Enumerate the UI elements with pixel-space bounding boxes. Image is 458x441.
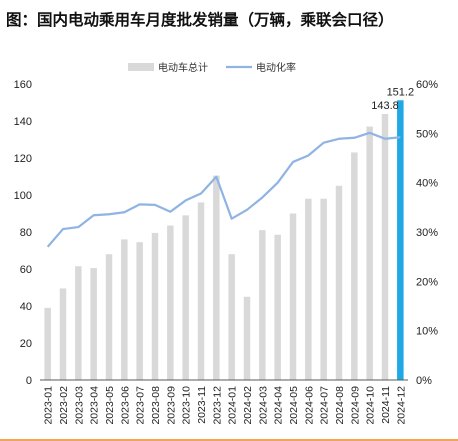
x-tick-label: 2024-01 bbox=[227, 386, 239, 425]
y-right-tick-label: 40% bbox=[416, 178, 438, 190]
bar bbox=[289, 213, 297, 380]
x-tick-label: 2023-10 bbox=[181, 386, 193, 425]
data-label: 143.8 bbox=[371, 100, 399, 112]
bar bbox=[243, 296, 251, 380]
bar bbox=[59, 288, 67, 380]
x-tick-label: 2023-11 bbox=[196, 386, 208, 424]
x-tick-label: 2023-08 bbox=[150, 386, 162, 425]
y-right-tick-label: 60% bbox=[416, 79, 438, 91]
x-tick-label: 2023-07 bbox=[135, 386, 147, 425]
legend-bar-label: 电动车总计 bbox=[158, 61, 208, 74]
bar bbox=[381, 113, 389, 380]
x-tick-label: 2023-12 bbox=[211, 386, 223, 425]
x-tick-label: 2023-02 bbox=[58, 386, 70, 425]
y-right-tick-label: 0% bbox=[416, 375, 432, 387]
x-tick-label: 2024-02 bbox=[242, 386, 254, 425]
y-left-tick-label: 40 bbox=[20, 301, 32, 313]
x-tick-label: 2024-06 bbox=[303, 386, 315, 425]
y-right-tick-label: 50% bbox=[416, 128, 438, 140]
bar bbox=[105, 254, 113, 380]
bar bbox=[182, 215, 189, 380]
x-tick-label: 2024-10 bbox=[365, 386, 377, 425]
legend-bar-swatch bbox=[128, 63, 154, 71]
bottom-rule bbox=[0, 439, 458, 441]
y-left-tick-label: 100 bbox=[14, 190, 32, 202]
x-tick-label: 2023-09 bbox=[165, 386, 177, 425]
data-label: 151.2 bbox=[387, 86, 415, 98]
bar bbox=[351, 152, 358, 380]
x-tick-label: 2023-01 bbox=[43, 386, 55, 425]
bar bbox=[121, 239, 128, 380]
y-left-tick-label: 80 bbox=[20, 227, 32, 239]
bar bbox=[397, 100, 404, 380]
bar bbox=[366, 126, 373, 380]
x-tick-label: 2024-11 bbox=[380, 386, 392, 424]
bar bbox=[305, 198, 312, 380]
y-right-tick-label: 30% bbox=[416, 227, 438, 239]
bar bbox=[151, 232, 159, 380]
chart-title: 图：国内电动乘用车月度批发销量（万辆，乘联会口径） bbox=[6, 11, 394, 29]
x-tick-label: 2023-06 bbox=[119, 386, 131, 425]
y-right-tick-label: 20% bbox=[416, 276, 438, 288]
x-tick-label: 2024-12 bbox=[395, 386, 407, 425]
y-left-tick-label: 0 bbox=[26, 375, 32, 387]
y-left-tick-label: 20 bbox=[20, 338, 32, 350]
x-tick-label: 2023-05 bbox=[104, 386, 116, 425]
x-tick-label: 2024-05 bbox=[288, 386, 300, 425]
bar bbox=[90, 268, 97, 380]
bar bbox=[167, 225, 174, 380]
y-left-tick-label: 120 bbox=[14, 153, 32, 165]
y-left-tick-label: 160 bbox=[14, 79, 32, 91]
y-right-tick-label: 10% bbox=[416, 326, 438, 338]
bar bbox=[213, 175, 220, 380]
x-tick-label: 2024-09 bbox=[349, 386, 361, 425]
bar bbox=[335, 185, 343, 380]
bar bbox=[197, 202, 205, 380]
bar bbox=[228, 254, 235, 380]
x-tick-label: 2024-03 bbox=[257, 386, 269, 425]
bar bbox=[44, 307, 51, 380]
bar bbox=[75, 266, 82, 380]
y-left-tick-label: 60 bbox=[20, 264, 32, 276]
y-left-tick-label: 140 bbox=[14, 116, 32, 128]
bar bbox=[259, 230, 266, 380]
x-tick-label: 2023-04 bbox=[89, 386, 101, 425]
x-tick-label: 2023-03 bbox=[73, 386, 85, 425]
bar bbox=[320, 198, 327, 380]
x-tick-label: 2024-04 bbox=[273, 386, 285, 425]
bar bbox=[274, 234, 281, 380]
x-tick-label: 2024-08 bbox=[334, 386, 346, 425]
line-series bbox=[46, 131, 401, 248]
legend-line-label: 电动化率 bbox=[256, 61, 296, 74]
bar bbox=[136, 242, 143, 380]
x-tick-label: 2024-07 bbox=[319, 386, 331, 425]
